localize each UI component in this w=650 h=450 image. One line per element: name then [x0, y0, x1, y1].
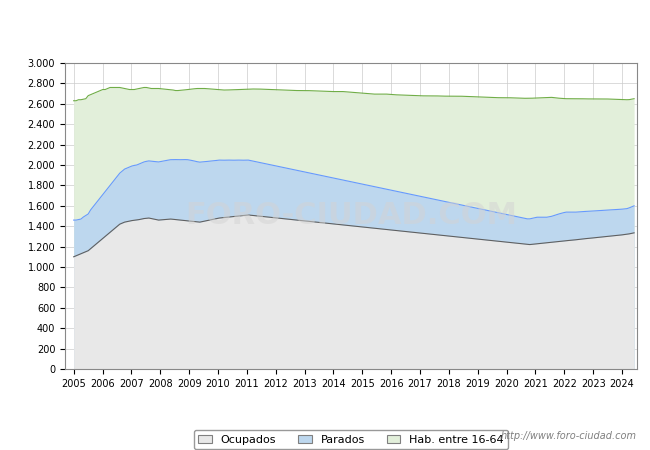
Text: http://www.foro-ciudad.com: http://www.foro-ciudad.com — [501, 431, 637, 441]
Text: Santa Marta - Evolucion de la poblacion en edad de Trabajar Mayo de 2024: Santa Marta - Evolucion de la poblacion … — [44, 21, 606, 33]
Text: FORO-CIUDAD.COM: FORO-CIUDAD.COM — [185, 202, 517, 230]
Legend: Ocupados, Parados, Hab. entre 16-64: Ocupados, Parados, Hab. entre 16-64 — [194, 430, 508, 449]
